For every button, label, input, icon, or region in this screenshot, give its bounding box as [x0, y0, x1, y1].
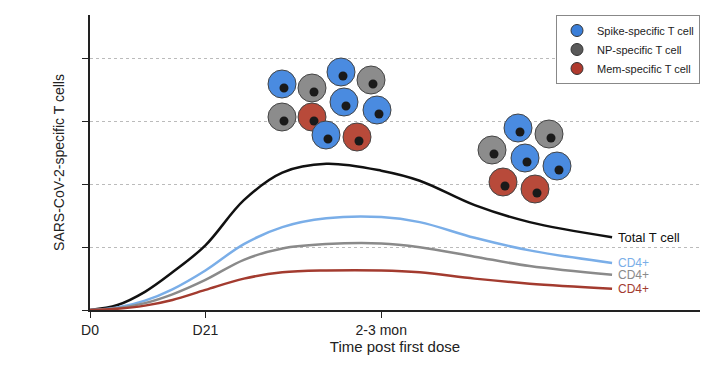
svg-text:2-3 mon: 2-3 mon — [356, 322, 407, 338]
svg-text:D0: D0 — [81, 322, 99, 338]
svg-text:CD4+: CD4+ — [618, 268, 649, 282]
svg-text:NP-specific T cell: NP-specific T cell — [597, 44, 682, 56]
svg-text:D21: D21 — [193, 322, 219, 338]
svg-text:CD4+: CD4+ — [618, 282, 649, 296]
svg-text:Total T cell: Total T cell — [618, 230, 680, 245]
svg-text:Spike-specific T cell: Spike-specific T cell — [597, 25, 694, 37]
svg-text:Mem-specific T cell: Mem-specific T cell — [597, 63, 691, 75]
svg-text:SARS-CoV-2-specific T cells: SARS-CoV-2-specific T cells — [51, 74, 67, 251]
svg-text:CD4+: CD4+ — [618, 256, 649, 270]
svg-text:Time post first dose: Time post first dose — [330, 338, 460, 355]
